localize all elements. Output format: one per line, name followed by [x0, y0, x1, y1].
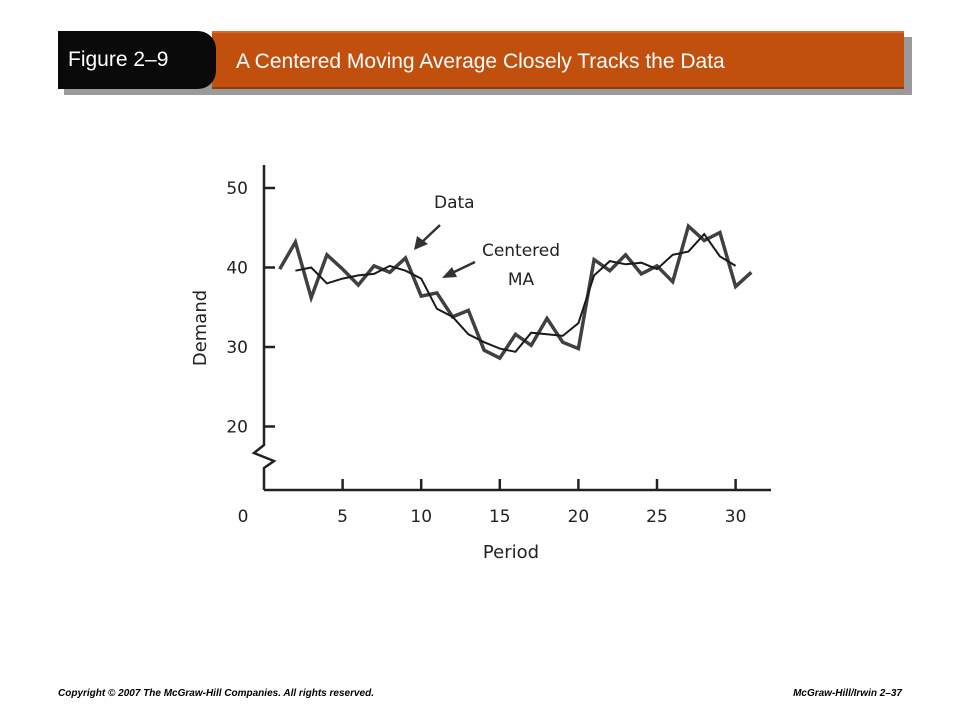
copyright-footer: Copyright © 2007 The McGraw-Hill Compani… [58, 688, 374, 699]
annotation-data-arrowhead [414, 236, 428, 250]
x-tick-label: 15 [489, 507, 511, 527]
page-reference: McGraw-Hill/Irwin 2–37 [793, 688, 902, 699]
y-axis-title: Demand [190, 290, 211, 366]
x-tick-label: 20 [568, 507, 590, 527]
series-line-centered-ma [295, 232, 737, 353]
x-tick-label: 5 [337, 507, 348, 527]
series-line-data [278, 223, 753, 361]
annotation-ma-label: Centered [482, 241, 560, 261]
chart-annotations: Data Centered MA [414, 193, 560, 290]
x-tick-label: 30 [725, 507, 747, 527]
x-tick-label: 10 [410, 507, 432, 527]
annotation-ma-label-line2: MA [508, 270, 535, 290]
chart-axes: 20 30 40 50 0 5 10 15 20 25 30 Period Demand [190, 165, 771, 563]
slide-banner: A Centered Moving Average Closely Tracks… [58, 31, 904, 89]
y-tick-label: 20 [226, 418, 248, 438]
x-tick-label: 0 [238, 507, 249, 527]
annotation-ma-arrowhead [442, 267, 457, 278]
y-tick-label: 40 [226, 259, 248, 279]
figure-number: Figure 2–9 [58, 31, 216, 89]
annotation-data-label: Data [434, 193, 475, 213]
y-tick-label: 30 [226, 338, 248, 358]
x-axis-title: Period [483, 542, 539, 563]
annotation-data-arrow [420, 224, 441, 244]
y-tick-label: 50 [226, 179, 248, 199]
annotation-ma-arrow [451, 260, 476, 275]
y-axis-line [251, 165, 277, 490]
slide-title: A Centered Moving Average Closely Tracks… [212, 31, 904, 89]
chart-series-layer [278, 223, 753, 361]
x-tick-label: 25 [646, 507, 668, 527]
